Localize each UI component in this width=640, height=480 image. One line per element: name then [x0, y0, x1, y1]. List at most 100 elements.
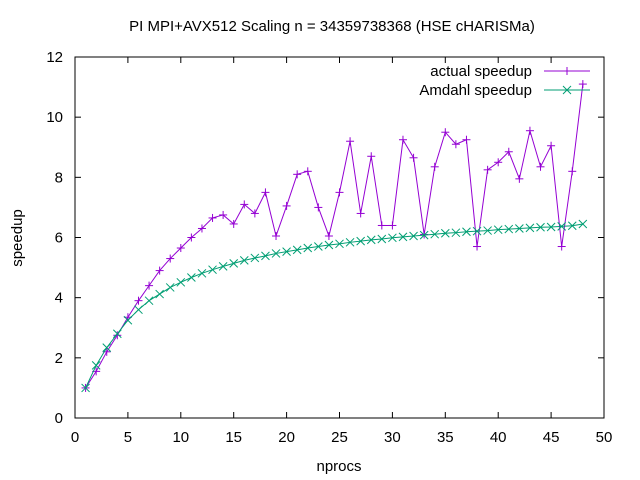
plot-frame: [74, 56, 605, 419]
data-point: [218, 262, 228, 271]
data-point: [313, 242, 323, 251]
data-point: [419, 230, 429, 240]
data-point: [494, 158, 503, 167]
data-point: [451, 228, 461, 238]
data-point: [504, 224, 514, 234]
legend-item: Amdahl speedup: [419, 82, 590, 99]
x-tick-label: 10: [172, 429, 189, 446]
data-point: [546, 222, 556, 232]
data-point: [483, 226, 492, 235]
data-point: [303, 167, 312, 176]
data-point: [102, 343, 112, 352]
data-point: [388, 233, 397, 243]
data-point: [293, 170, 302, 179]
data-point: [81, 383, 90, 393]
data-point: [473, 242, 482, 251]
data-point: [493, 225, 503, 235]
data-point: [557, 242, 566, 251]
data-point: [557, 222, 567, 231]
data-point: [314, 203, 323, 212]
x-tick-label: 0: [71, 429, 79, 446]
y-axis-ticks: 0 2 4 6 8 10 12: [46, 49, 604, 427]
data-point: [208, 265, 217, 275]
data-point: [409, 231, 418, 241]
data-point: [515, 174, 524, 183]
x-tick-label: 50: [596, 429, 613, 446]
y-tick-label: 4: [55, 290, 63, 307]
data-point: [229, 259, 239, 268]
data-point: [536, 222, 545, 232]
data-point: [345, 237, 355, 247]
x-axis-ticks: 0 5 10 15 20 25 30 35 40 45 50: [71, 57, 613, 446]
y-tick-label: 12: [46, 49, 63, 66]
data-point: [187, 233, 196, 242]
y-tick-label: 10: [46, 109, 63, 126]
y-tick-label: 8: [55, 169, 63, 186]
y-axis-label: speedup: [9, 209, 26, 267]
y-tick-label: 6: [55, 230, 63, 247]
data-point: [377, 221, 386, 230]
data-point: [567, 221, 577, 231]
data-point: [144, 296, 154, 306]
data-point: [271, 249, 281, 258]
data-point: [176, 277, 186, 287]
data-point: [112, 329, 122, 339]
data-point: [187, 273, 196, 282]
data-point: [346, 137, 355, 146]
data-point: [377, 234, 387, 244]
data-point: [525, 126, 534, 135]
data-point: [462, 135, 471, 144]
data-point: [240, 200, 249, 209]
data-point: [578, 80, 587, 89]
legend: actual speedup Amdahl speedup: [419, 63, 590, 99]
data-point: [483, 165, 492, 174]
data-point: [123, 315, 133, 325]
data-point: [176, 244, 185, 253]
x-tick-label: 40: [490, 429, 507, 446]
data-point: [472, 226, 482, 236]
data-point: [324, 240, 334, 250]
data-point: [430, 229, 440, 239]
legend-marker: [563, 67, 571, 75]
data-point: [303, 243, 313, 253]
data-point: [134, 296, 143, 305]
data-point: [91, 361, 101, 370]
x-tick-label: 45: [543, 429, 560, 446]
y-tick-label: 0: [55, 410, 63, 427]
data-point: [197, 224, 206, 233]
data-point: [219, 210, 228, 219]
data-point: [282, 247, 291, 256]
data-point: [504, 147, 513, 156]
series-line: [85, 84, 584, 389]
data-point: [261, 188, 270, 197]
data-point: [356, 209, 365, 218]
series-amdahl-speedup: [81, 219, 588, 393]
data-point: [197, 268, 207, 278]
data-point: [388, 221, 397, 230]
legend-item: actual speedup: [430, 63, 590, 80]
x-tick-label: 30: [384, 429, 401, 446]
data-point: [113, 331, 122, 340]
data-point: [366, 235, 376, 245]
data-point: [261, 251, 270, 261]
legend-marker: [562, 85, 572, 95]
data-point: [324, 231, 333, 240]
data-point: [356, 236, 366, 246]
legend-label: actual speedup: [430, 63, 532, 80]
data-point: [272, 231, 281, 240]
data-point: [165, 283, 175, 292]
data-point: [335, 239, 344, 249]
y-tick-label: 2: [55, 350, 63, 367]
data-point: [229, 219, 238, 228]
data-point: [155, 266, 164, 275]
x-tick-label: 15: [225, 429, 242, 446]
data-point: [451, 140, 460, 149]
x-tick-label: 25: [331, 429, 348, 446]
data-point: [568, 167, 577, 176]
data-point: [335, 188, 344, 197]
data-point: [145, 281, 154, 290]
data-point: [536, 162, 545, 171]
x-tick-label: 20: [278, 429, 295, 446]
data-point: [515, 224, 524, 233]
